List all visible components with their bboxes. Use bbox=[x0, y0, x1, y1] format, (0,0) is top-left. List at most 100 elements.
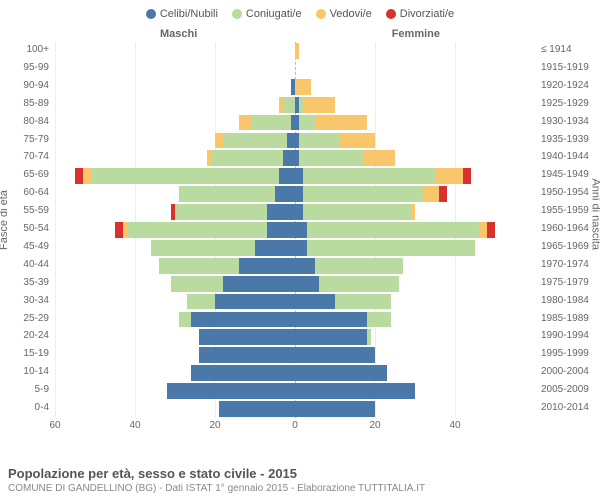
chart-subtitle: COMUNE DI GANDELLINO (BG) - Dati ISTAT 1… bbox=[8, 483, 592, 494]
female-bar bbox=[295, 115, 367, 131]
bar-segment bbox=[463, 168, 471, 184]
age-label: 0-4 bbox=[5, 400, 55, 415]
bar-segment bbox=[171, 276, 223, 292]
bar-segment bbox=[295, 383, 415, 399]
pyramid-row: 95-991915-1919 bbox=[55, 60, 535, 78]
bar-segment bbox=[167, 383, 295, 399]
pyramid-row: 5-92005-2009 bbox=[55, 382, 535, 400]
bar-segment bbox=[299, 150, 363, 166]
age-label: 35-39 bbox=[5, 275, 55, 290]
birth-year-label: 1940-1944 bbox=[535, 149, 597, 164]
birth-year-label: 2005-2009 bbox=[535, 382, 597, 397]
legend-swatch bbox=[232, 9, 242, 19]
pyramid-row: 45-491965-1969 bbox=[55, 239, 535, 257]
legend-swatch bbox=[146, 9, 156, 19]
plot-area: 100+≤ 191495-991915-191990-941920-192485… bbox=[55, 42, 535, 418]
bar-segment bbox=[215, 294, 295, 310]
pyramid-row: 30-341980-1984 bbox=[55, 293, 535, 311]
male-bar bbox=[171, 204, 295, 220]
bar-segment bbox=[299, 115, 315, 131]
female-bar bbox=[295, 329, 371, 345]
age-label: 25-29 bbox=[5, 311, 55, 326]
male-bar bbox=[199, 347, 295, 363]
birth-year-label: 1930-1934 bbox=[535, 114, 597, 129]
bar-segment bbox=[315, 115, 367, 131]
female-bar bbox=[295, 133, 375, 149]
bar-segment bbox=[435, 168, 463, 184]
bar-segment bbox=[151, 240, 255, 256]
age-label: 60-64 bbox=[5, 185, 55, 200]
age-label: 45-49 bbox=[5, 239, 55, 254]
birth-year-label: 1950-1954 bbox=[535, 185, 597, 200]
bar-segment bbox=[175, 204, 267, 220]
bar-segment bbox=[411, 204, 415, 220]
female-bar bbox=[295, 276, 399, 292]
age-label: 70-74 bbox=[5, 149, 55, 164]
age-label: 15-19 bbox=[5, 346, 55, 361]
age-label: 20-24 bbox=[5, 328, 55, 343]
chart-title: Popolazione per età, sesso e stato civil… bbox=[8, 466, 592, 481]
age-label: 100+ bbox=[5, 42, 55, 57]
male-bar bbox=[179, 186, 295, 202]
age-label: 50-54 bbox=[5, 221, 55, 236]
bar-segment bbox=[187, 294, 215, 310]
bar-segment bbox=[303, 186, 423, 202]
bar-segment bbox=[295, 294, 335, 310]
pyramid-row: 100+≤ 1914 bbox=[55, 42, 535, 60]
bar-segment bbox=[191, 312, 295, 328]
bar-segment bbox=[267, 204, 295, 220]
bar-segment bbox=[239, 115, 251, 131]
bar-segment bbox=[303, 204, 411, 220]
birth-year-label: ≤ 1914 bbox=[535, 42, 597, 57]
bar-segment bbox=[439, 186, 447, 202]
age-label: 40-44 bbox=[5, 257, 55, 272]
bar-segment bbox=[295, 168, 303, 184]
bar-segment bbox=[295, 365, 387, 381]
bar-segment bbox=[295, 222, 307, 238]
pyramid-row: 70-741940-1944 bbox=[55, 149, 535, 167]
age-label: 65-69 bbox=[5, 167, 55, 182]
bar-segment bbox=[367, 312, 391, 328]
female-bar bbox=[295, 240, 475, 256]
legend-label: Divorziati/e bbox=[400, 8, 454, 20]
pyramid-row: 35-391975-1979 bbox=[55, 275, 535, 293]
x-tick: 20 bbox=[209, 420, 220, 431]
age-label: 10-14 bbox=[5, 364, 55, 379]
bar-segment bbox=[219, 401, 295, 417]
bar-segment bbox=[487, 222, 495, 238]
birth-year-label: 1975-1979 bbox=[535, 275, 597, 290]
bar-segment bbox=[199, 347, 295, 363]
birth-year-label: 1995-1999 bbox=[535, 346, 597, 361]
birth-year-label: 1945-1949 bbox=[535, 167, 597, 182]
bar-segment bbox=[339, 133, 375, 149]
bar-segment bbox=[479, 222, 487, 238]
birth-year-label: 1980-1984 bbox=[535, 293, 597, 308]
male-bar bbox=[167, 383, 295, 399]
birth-year-label: 2010-2014 bbox=[535, 400, 597, 415]
age-label: 90-94 bbox=[5, 78, 55, 93]
legend-swatch bbox=[316, 9, 326, 19]
birth-year-label: 1925-1929 bbox=[535, 96, 597, 111]
bar-segment bbox=[303, 97, 335, 113]
birth-year-label: 1935-1939 bbox=[535, 132, 597, 147]
female-bar bbox=[295, 312, 391, 328]
female-bar bbox=[295, 186, 447, 202]
age-label: 30-34 bbox=[5, 293, 55, 308]
bar-segment bbox=[303, 168, 435, 184]
pyramid-row: 55-591955-1959 bbox=[55, 203, 535, 221]
male-bar bbox=[179, 312, 295, 328]
bar-segment bbox=[159, 258, 239, 274]
bar-segment bbox=[115, 222, 123, 238]
bar-segment bbox=[307, 222, 479, 238]
pyramid-row: 20-241990-1994 bbox=[55, 328, 535, 346]
bar-segment bbox=[299, 133, 339, 149]
male-bar bbox=[187, 294, 295, 310]
female-bar bbox=[295, 347, 375, 363]
birth-year-label: 1915-1919 bbox=[535, 60, 597, 75]
legend-item: Vedovi/e bbox=[316, 8, 372, 20]
pyramid-row: 65-691945-1949 bbox=[55, 167, 535, 185]
birth-year-label: 1960-1964 bbox=[535, 221, 597, 236]
pyramid-row: 0-42010-2014 bbox=[55, 400, 535, 418]
female-bar bbox=[295, 97, 335, 113]
legend-item: Coniugati/e bbox=[232, 8, 302, 20]
